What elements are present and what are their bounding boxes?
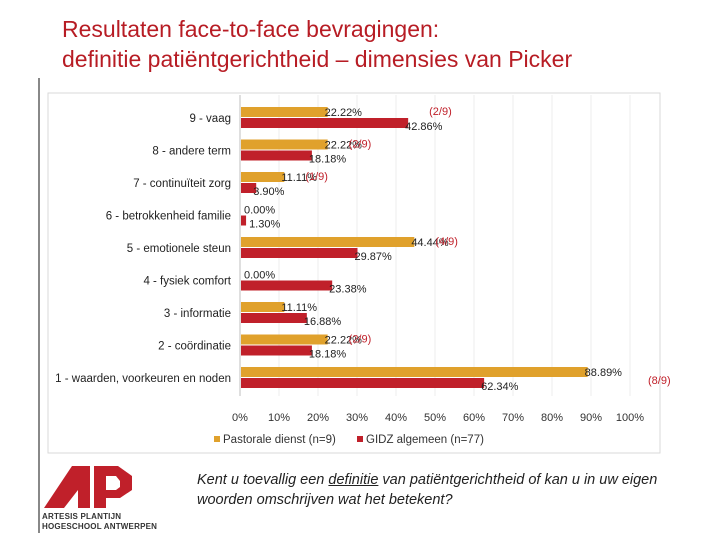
bars [241,107,588,388]
annotation-label: (8/9) [648,375,671,387]
question-underlined: definitie [328,472,379,488]
legend-label: Pastorale dienst (n=9) [223,434,336,446]
bar-pastorale [241,334,328,345]
annotation-label: (4/9) [435,236,458,248]
bar-gidz [241,313,307,323]
bar-gidz [241,150,312,161]
value-labels: 22.22% 42.86% 22.22% 18.18% 11.11% 3.90% 0.00%… [244,107,622,393]
value-label: 22.22% [325,107,363,119]
bar-gidz [241,183,257,193]
x-tick-label: 20% [307,412,329,424]
value-label: 88.89% [585,367,623,379]
category-labels: 9 - vaag 8 - andere term 7 - continuïteit … [55,113,232,385]
value-label: 11.11% [281,302,317,314]
x-tick-label: 70% [502,412,524,424]
logo-text-line-1: ARTESIS PLANTIJN [42,512,122,521]
bar-pastorale [241,139,328,150]
category-label: 6 - betrokkenheid familie [106,211,231,223]
bar-gidz [241,378,485,388]
bar-pastorale [241,107,328,117]
slide-title: Resultaten face-to-face bevragingen: def… [62,14,702,74]
bar-pastorale [241,302,285,312]
x-tick-label: 100% [616,412,644,424]
question-part-1: Kent u toevallig een [197,472,329,488]
x-tick-label: 80% [541,412,563,424]
value-label: 42.86% [405,121,443,133]
x-tick-label: 40% [385,412,407,424]
category-label: 3 - informatie [164,308,231,320]
bar-pastorale [241,237,415,247]
x-axis-ticks: 0% 10% 20% 30% 40% 50% 60% 70% 80% 90% 100% [232,412,644,424]
category-label: 4 - fysiek comfort [143,276,231,288]
bar-chart: 9 - vaag 8 - andere term 7 - continuïteit … [47,92,671,454]
value-label: 0.00% [244,270,275,282]
category-label: 1 - waarden, voorkeuren en noden [55,373,231,385]
bar-gidz [241,345,312,356]
value-label: 1.30% [249,219,280,231]
value-label: 44.44% [411,237,449,249]
value-label: 23.38% [329,284,367,296]
x-tick-label: 90% [580,412,602,424]
x-tick-label: 30% [346,412,368,424]
value-label: 0.00% [244,205,275,217]
value-label: 16.88% [304,316,342,328]
category-label: 7 - continuïteit zorg [133,178,231,190]
bar-pastorale [241,172,285,182]
legend-swatch [214,436,220,442]
plot-area [47,92,661,454]
legend-label: GIDZ algemeen (n=77) [366,434,484,446]
title-line-2: definitie patiëntgerichtheid – dimensies… [62,46,573,72]
logo-text-line-2: HOGESCHOOL ANTWERPEN [42,522,158,531]
value-label: 22.22% [325,140,363,152]
category-label: 8 - andere term [152,146,231,158]
value-label: 22.22% [325,335,363,347]
category-label: 2 - coördinatie [158,341,231,353]
annotation-label: (1/9) [305,171,328,183]
bar-pastorale [241,367,588,377]
value-label: 18.18% [309,349,347,361]
value-label: 29.87% [354,251,392,263]
ap-logo [44,466,132,508]
bar-gidz [241,248,358,258]
logo-a-shape [44,466,90,508]
bar-gidz [241,280,333,291]
logo-text: ARTESIS PLANTIJN HOGESCHOOL ANTWERPEN [42,512,157,532]
annotation-label: (2/9) [349,139,372,151]
annotation-label: (2/9) [429,106,452,118]
value-label: 3.90% [253,186,284,198]
legend: Pastorale dienst (n=9) GIDZ algemeen (n=7… [214,434,484,446]
question-text: Kent u toevallig een definitie van patië… [197,470,667,510]
annotations: (2/9) (2/9) (1/9) (4/9) (2/9) (8/9) [305,106,670,387]
logo-p-hole [106,476,120,490]
question-part-2: van patiëntgerichtheid of kan u in uw ei… [197,472,658,508]
x-tick-label: 10% [268,412,290,424]
annotation-label: (2/9) [349,334,372,346]
x-tick-label: 50% [424,412,446,424]
title-line-1: Resultaten face-to-face bevragingen: [62,16,440,42]
x-tick-label: 60% [463,412,485,424]
value-label: 11.11% [281,172,317,184]
category-label: 9 - vaag [189,113,231,125]
category-label: 5 - emotionele steun [127,243,231,255]
x-tick-label: 0% [232,412,248,424]
legend-swatch [357,436,363,442]
left-divider [38,78,40,533]
value-label: 62.34% [481,381,519,393]
bar-gidz [241,118,409,128]
value-label: 18.18% [309,154,347,166]
bar-gidz [241,215,247,226]
